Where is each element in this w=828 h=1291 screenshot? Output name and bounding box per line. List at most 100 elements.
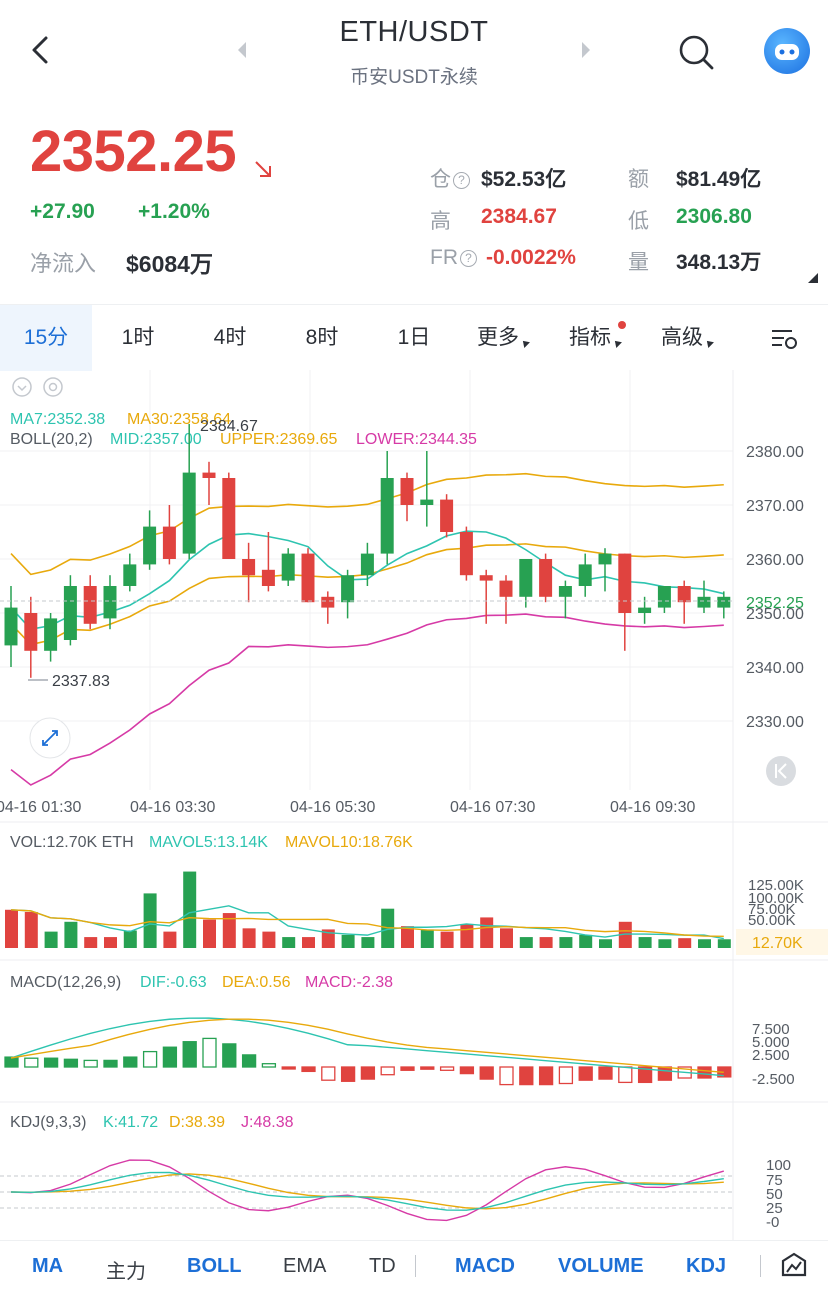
indicator-ma[interactable]: MA — [32, 1255, 64, 1277]
dropdown-corner-icon — [520, 338, 530, 348]
gear-icon[interactable] — [43, 377, 63, 397]
macd-histogram-bar — [43, 1057, 59, 1068]
volume-bar — [84, 937, 98, 948]
mavol10-line — [10, 909, 724, 938]
tab-8h[interactable]: 8时 — [305, 326, 339, 349]
indicator-main-force[interactable]: 主力 — [106, 1261, 146, 1283]
kdj-legend-name: KDJ(9,3,3) — [10, 1114, 86, 1131]
robot-avatar-icon[interactable] — [764, 28, 810, 74]
funding-rate-value: -0.0022% — [486, 246, 576, 269]
volume-bar — [321, 929, 335, 948]
volume-bar — [242, 928, 256, 948]
indicator-boll[interactable]: BOLL — [187, 1255, 242, 1277]
kdj-axis-label: -0 — [766, 1214, 779, 1231]
candle-body — [558, 586, 572, 597]
candle-body — [519, 559, 533, 597]
fullscreen-button[interactable] — [29, 717, 71, 759]
candle-body — [578, 564, 592, 586]
kline-chart-area[interactable]: MA7:2352.38 MA30:2358.64 BOLL(20,2) MID:… — [0, 370, 828, 1240]
volume-bar — [104, 937, 117, 948]
back-button[interactable] — [20, 28, 60, 72]
macd-histogram-bar — [459, 1066, 475, 1075]
low-value: 2306.80 — [676, 205, 752, 228]
high-marker: 2384.67 — [200, 418, 258, 435]
macd-histogram-bar — [24, 1057, 39, 1068]
candle-body — [697, 596, 711, 608]
chart-settings-button[interactable] — [760, 305, 810, 371]
volume-bar — [539, 937, 553, 948]
macd-histogram-bar — [420, 1066, 435, 1070]
candle-body — [440, 499, 454, 532]
expand-corner-icon[interactable] — [808, 270, 818, 288]
help-icon[interactable]: ? — [453, 172, 470, 189]
volume-label: 量 — [628, 251, 649, 274]
macd-histogram-bar — [103, 1059, 118, 1068]
high-value: 2384.67 — [481, 205, 557, 228]
search-button[interactable] — [674, 30, 718, 74]
macd-histogram-bar — [578, 1066, 593, 1081]
macd-legend-name: MACD(12,26,9) — [10, 974, 121, 991]
candle-body — [63, 586, 77, 640]
boll-mid-legend: MID:2357.00 — [110, 431, 202, 448]
candle-body — [341, 575, 355, 603]
tab-1d[interactable]: 1日 — [397, 326, 431, 349]
macd-histogram-bar — [202, 1037, 217, 1068]
macd-histogram-bar — [499, 1066, 514, 1086]
candle-body — [281, 553, 295, 581]
boll-lower-legend: LOWER:2344.35 — [356, 431, 477, 448]
macd-dea-line — [10, 1018, 724, 1074]
drawing-tool-button[interactable] — [780, 1252, 808, 1285]
down-arrow-icon — [252, 158, 276, 187]
volume-bar — [401, 926, 414, 948]
boll-upper-legend: UPPER:2369.65 — [220, 431, 338, 448]
indicator-volume[interactable]: VOLUME — [558, 1255, 644, 1277]
indicator-td[interactable]: TD — [369, 1255, 396, 1277]
y-axis-label: 2350.00 — [746, 606, 804, 623]
candle-body — [400, 478, 414, 505]
candle-body — [44, 618, 58, 651]
macd-histogram-bar — [261, 1063, 277, 1068]
macd-axis-label: -2.500 — [752, 1071, 795, 1088]
candle-body — [420, 499, 434, 505]
candle-body — [638, 607, 652, 613]
eye-toggle-icon[interactable] — [12, 377, 32, 397]
kdj-j-line — [10, 1159, 725, 1222]
candle-body — [222, 478, 236, 559]
macd-histogram-bar — [142, 1050, 158, 1068]
tab-indicators[interactable]: 指标 — [560, 305, 630, 371]
volume-bar — [222, 913, 236, 948]
prev-symbol-button[interactable] — [232, 38, 252, 67]
volume-bar — [698, 939, 711, 948]
volume-bar — [500, 928, 513, 948]
candle-body — [459, 532, 473, 576]
settings-list-icon — [772, 330, 797, 350]
tab-1h[interactable]: 1时 — [121, 326, 155, 349]
macd-histogram-bar — [558, 1066, 574, 1085]
indicator-ema[interactable]: EMA — [283, 1255, 327, 1277]
page-title: ETH/USDT — [339, 16, 489, 48]
macd-dea-legend: DEA:0.56 — [222, 974, 291, 991]
tab-more[interactable]: 更多 — [468, 305, 538, 371]
price-change: +27.90 — [30, 200, 95, 223]
volume-bar — [262, 931, 276, 948]
indicator-kdj[interactable]: KDJ — [686, 1255, 727, 1277]
tab-4h[interactable]: 4时 — [213, 326, 247, 349]
open-interest-label: 仓? — [430, 163, 470, 193]
next-symbol-button[interactable] — [576, 38, 596, 67]
macd-histogram-bar — [618, 1066, 633, 1084]
macd-histogram-bar — [182, 1041, 197, 1068]
tab-advanced[interactable]: 高级 — [652, 305, 722, 371]
high-label: 高 — [430, 210, 451, 233]
open-interest-value: $52.53亿 — [481, 168, 567, 191]
help-icon[interactable]: ? — [460, 250, 477, 267]
volume-bar — [420, 929, 434, 948]
volume-bar — [44, 931, 58, 948]
tab-15m[interactable]: 15分 — [0, 305, 92, 371]
macd-value-legend: MACD:-2.38 — [305, 974, 393, 991]
scroll-to-latest-button[interactable] — [766, 756, 796, 786]
volume-bar — [143, 893, 157, 948]
indicator-macd[interactable]: MACD — [455, 1255, 515, 1277]
candle-body — [657, 586, 671, 608]
candle-body — [717, 596, 731, 608]
triangle-right-icon — [582, 42, 590, 58]
